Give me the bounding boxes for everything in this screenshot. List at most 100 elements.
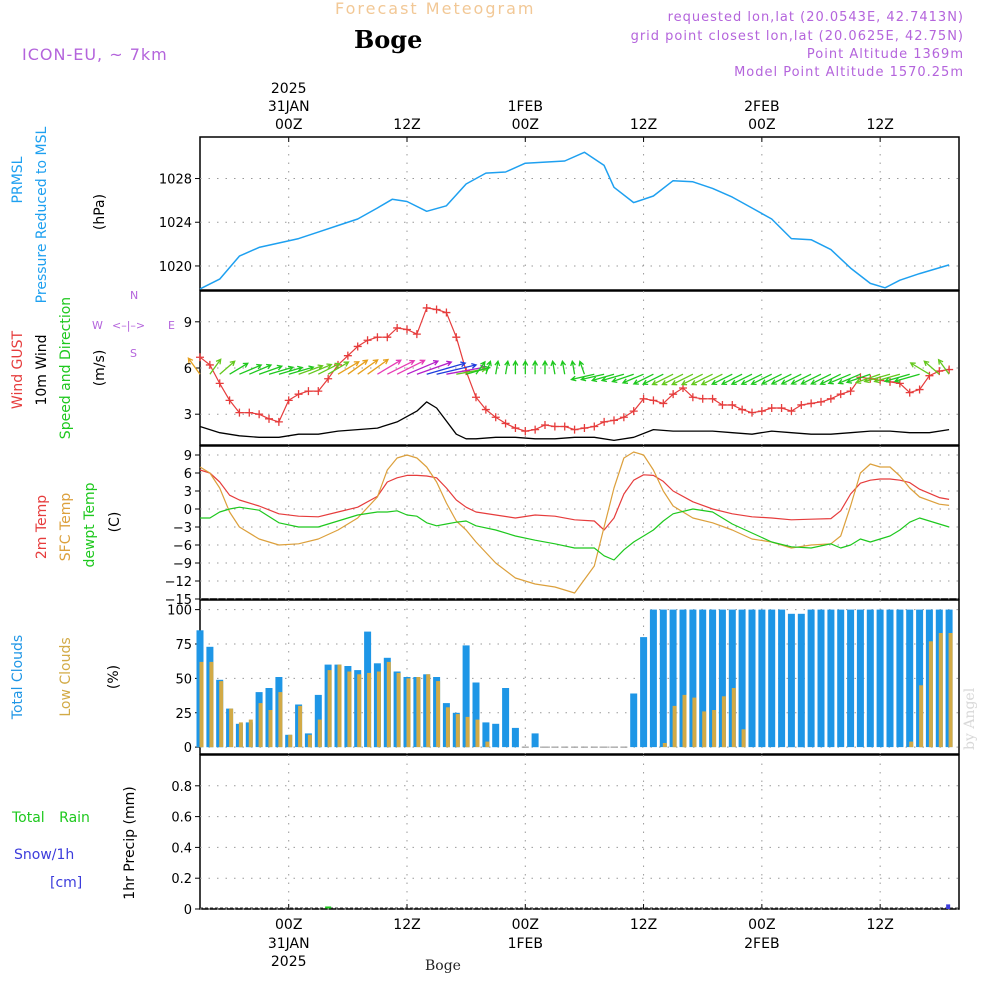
- gust-marker: [255, 410, 264, 419]
- gust-marker: [895, 379, 904, 388]
- wind-arrow: [367, 358, 390, 375]
- cloud-ytick-label: 0: [184, 741, 192, 756]
- wind-arrow: [532, 359, 539, 375]
- wind-arrow: [249, 363, 273, 375]
- tsfc-line: [199, 451, 950, 594]
- wind-arrow: [600, 373, 625, 383]
- snow-bar: [946, 904, 951, 909]
- gust-marker: [205, 360, 214, 369]
- gust-marker: [600, 417, 609, 426]
- low-cloud-bar: [238, 722, 243, 748]
- gust-marker: [905, 388, 914, 397]
- compass-s: S: [130, 347, 137, 360]
- low-cloud-bar: [426, 674, 431, 748]
- wind-arrow: [560, 359, 567, 375]
- low-cloud-bar: [938, 633, 943, 748]
- precip-ytick-label: 0.4: [171, 841, 192, 856]
- wind-arrow: [740, 373, 763, 386]
- wind-arrow: [780, 373, 802, 385]
- temp-ytick-label: −6: [173, 539, 192, 554]
- gust-marker: [925, 371, 934, 380]
- gust-marker: [748, 408, 756, 417]
- gust-marker: [669, 390, 678, 399]
- wind-arrow: [937, 358, 950, 375]
- wind-arrow: [680, 373, 703, 386]
- gust-marker: [787, 407, 796, 416]
- cloud-ytick-label: 100: [167, 604, 192, 619]
- total-cloud-bar: [669, 609, 677, 748]
- gust-marker: [324, 374, 333, 383]
- total-cloud-bar: [787, 613, 795, 748]
- bottom-time-label: 00Z: [275, 917, 302, 933]
- wind-arrow: [845, 373, 871, 384]
- gust-marker: [481, 405, 490, 414]
- gust-marker: [570, 425, 579, 434]
- gust-marker: [649, 396, 658, 405]
- gust-marker: [738, 405, 747, 414]
- compass-w: W: [92, 319, 103, 332]
- total-cloud-bar: [906, 609, 914, 748]
- wind-arrow: [827, 373, 851, 385]
- wind-arrow: [268, 365, 295, 375]
- top-time-label: 00Z: [512, 117, 539, 133]
- total-cloud-bar: [738, 609, 746, 748]
- wind-arrow: [578, 360, 586, 375]
- low-cloud-bar: [229, 708, 234, 748]
- low-cloud-bar: [485, 741, 490, 748]
- total-cloud-bar: [778, 609, 786, 748]
- model-altitude: Model Point Altitude 1570.25m: [734, 65, 964, 80]
- gust-marker: [560, 422, 569, 431]
- total-cloud-bar: [817, 609, 825, 748]
- wind-arrow: [710, 373, 733, 386]
- gust-marker: [718, 400, 727, 409]
- wind-arrow: [485, 360, 492, 375]
- wind-arrow: [512, 359, 519, 375]
- total-cloud-bar: [679, 609, 687, 748]
- gust-marker: [619, 413, 628, 422]
- model-label: ICON-EU, ~ 7km: [22, 45, 168, 64]
- gust-marker: [363, 336, 372, 345]
- wind-arrow: [494, 359, 501, 375]
- gust-marker: [294, 390, 303, 399]
- wind-arrow: [377, 359, 402, 375]
- top-day-label: 2FEB: [744, 99, 779, 115]
- gust-marker: [797, 400, 806, 409]
- low-cloud-bar: [396, 672, 401, 748]
- gust-marker: [353, 342, 362, 351]
- wind-arrow: [690, 373, 713, 386]
- wind-arrow: [730, 373, 753, 386]
- bottom-day-label: 1FEB: [508, 936, 543, 952]
- top-day-label: 1FEB: [508, 99, 543, 115]
- pressure-line: [199, 151, 950, 290]
- total-cloud-bar: [827, 609, 835, 748]
- temp-ytick-label: 0: [184, 503, 192, 518]
- low-cloud-bar: [248, 719, 253, 748]
- gust-marker: [343, 351, 352, 360]
- pressure-ytick-label: 1028: [159, 173, 192, 188]
- wind-arrow: [760, 373, 782, 385]
- gust-marker: [432, 305, 441, 314]
- cloud-ytick-label: 75: [175, 638, 192, 653]
- temp-ytick-label: −9: [173, 557, 192, 572]
- gust-marker: [639, 394, 648, 403]
- gust-marker: [610, 416, 618, 425]
- top-time-label: 00Z: [275, 117, 302, 133]
- total-cloud-bar: [718, 609, 726, 748]
- wind-arrow: [504, 359, 511, 375]
- snow-unit-label: [cm]: [50, 875, 83, 891]
- wind-arrow: [632, 373, 654, 385]
- wind-arrow: [883, 373, 910, 383]
- gust-marker: [757, 407, 766, 416]
- gust-marker: [580, 424, 589, 433]
- gust-marker: [817, 397, 825, 406]
- bottom-day-label: 2FEB: [744, 936, 779, 952]
- low-cloud-bar: [219, 681, 224, 748]
- gust-marker: [452, 333, 461, 342]
- gust-marker: [284, 396, 293, 405]
- total-cloud-bar: [482, 722, 490, 748]
- low-cloud-bar: [337, 664, 342, 748]
- low-cloud-bar: [317, 719, 322, 748]
- total-cloud-bar: [916, 609, 924, 748]
- low-cloud-bar: [692, 697, 697, 748]
- wind-arrow: [209, 358, 222, 375]
